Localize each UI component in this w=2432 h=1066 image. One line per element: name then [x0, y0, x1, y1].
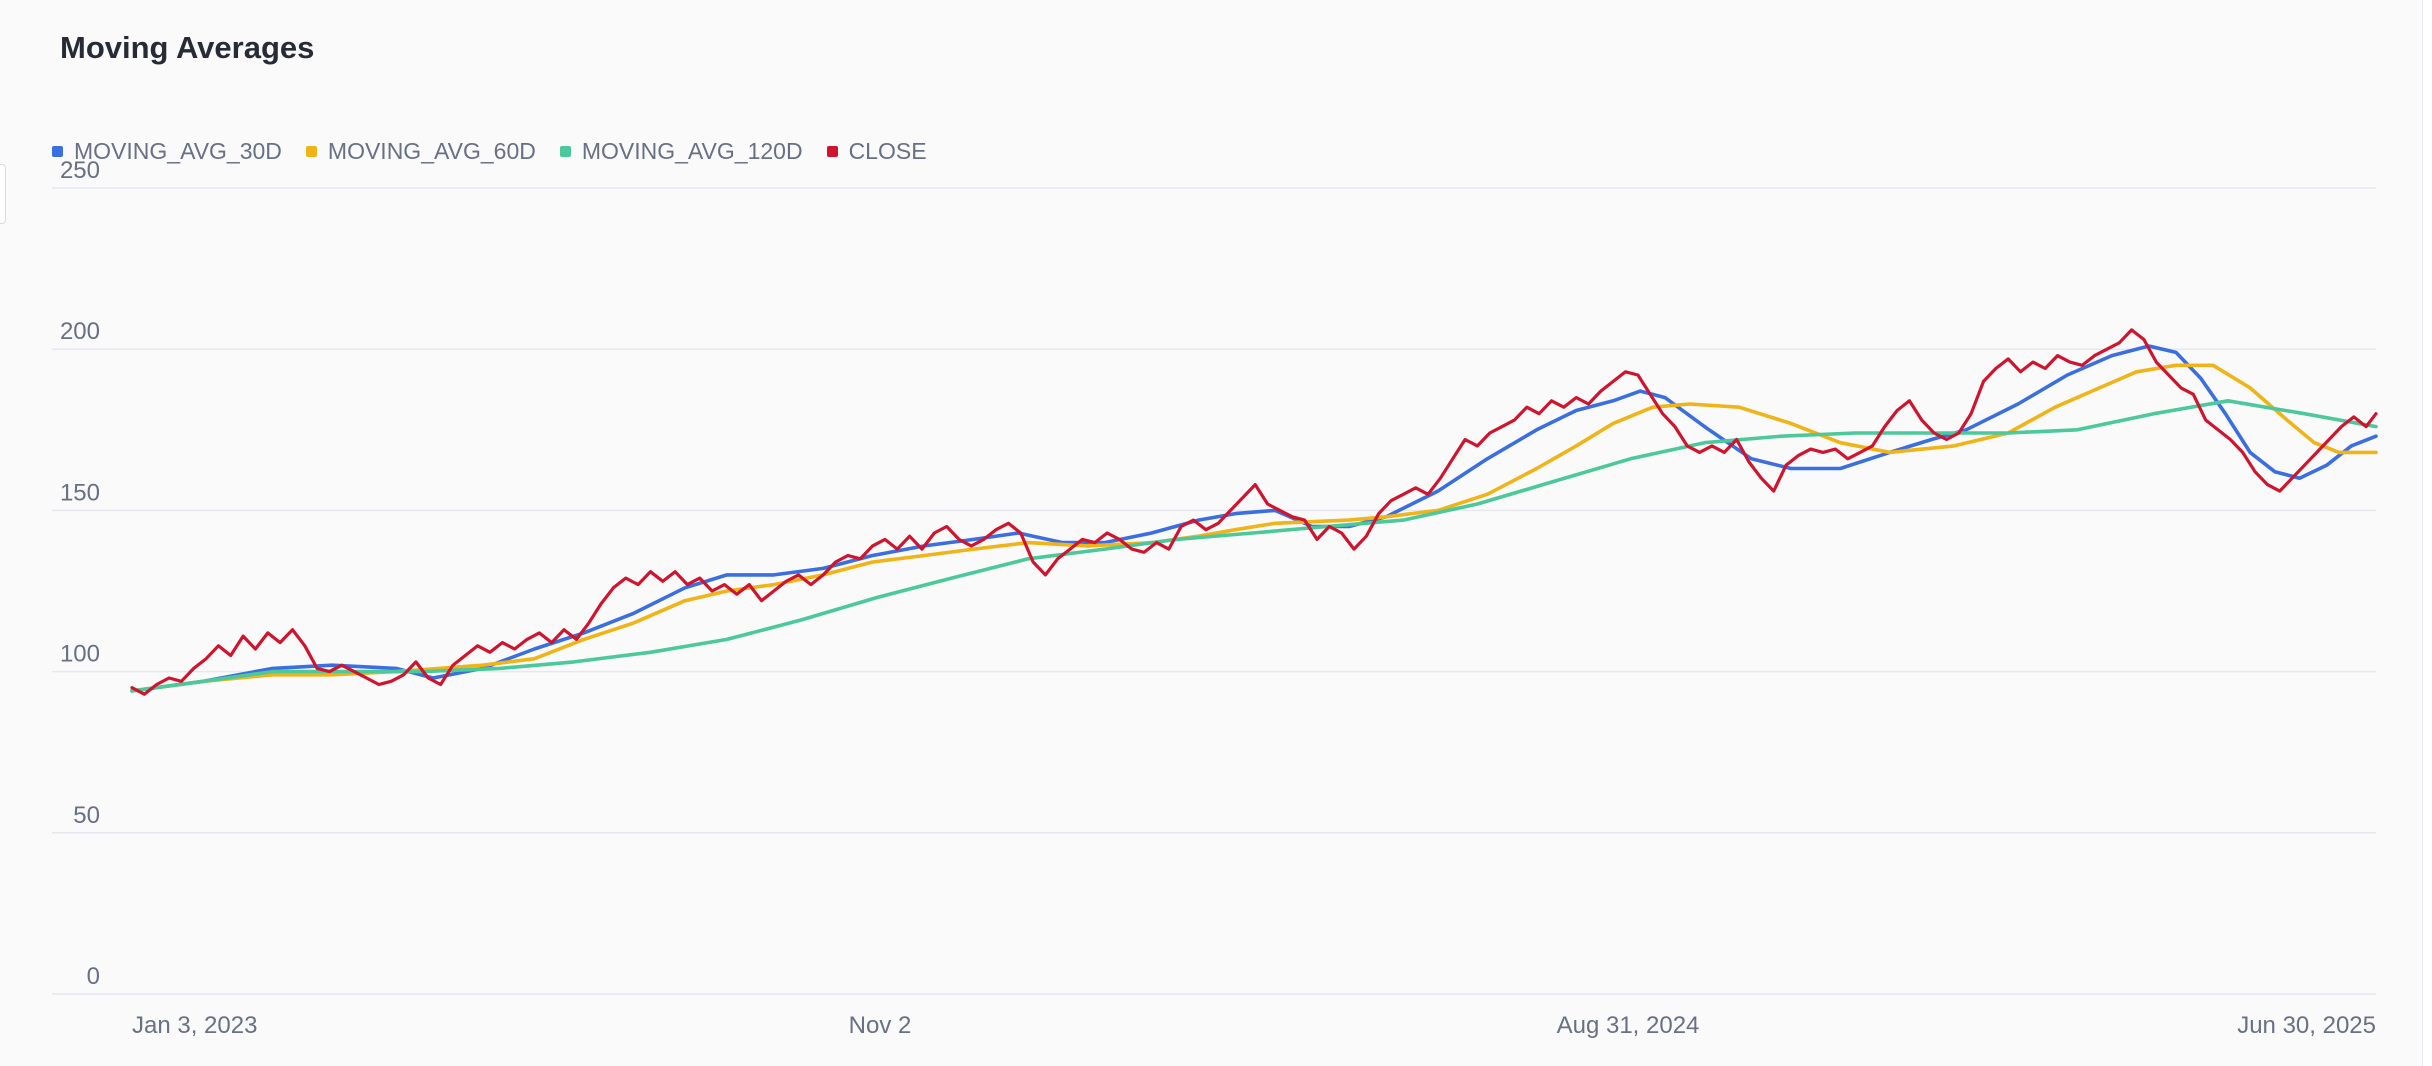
x-tick-label: Jan 3, 2023	[132, 1012, 257, 1039]
legend-label: MOVING_AVG_30D	[74, 138, 282, 164]
y-tick-label: 250	[60, 157, 100, 184]
y-tick-label: 150	[60, 479, 100, 506]
y-tick-label: 0	[87, 963, 100, 990]
x-tick-label: Jun 30, 2025	[2237, 1012, 2376, 1039]
y-tick-label: 50	[73, 802, 100, 829]
series-lines	[130, 328, 2378, 696]
legend-label: MOVING_AVG_60D	[327, 138, 536, 164]
series-line-moving-avg-120d[interactable]	[130, 399, 2378, 693]
legend-swatch	[305, 146, 317, 157]
legend-label: MOVING_AVG_120D	[581, 138, 803, 164]
series-line-close[interactable]	[130, 328, 2378, 696]
x-tick-label: Nov 2	[849, 1012, 912, 1039]
panel-resize-handle[interactable]	[0, 164, 6, 224]
legend-item-moving-avg-60d[interactable]: MOVING_AVG_60D	[305, 138, 536, 165]
legend-swatch	[559, 146, 571, 157]
legend-label: CLOSE	[848, 138, 927, 164]
y-axis: 0 50 100 150 200 250	[60, 157, 100, 990]
x-axis: Jan 3, 2023 Nov 2 Aug 31, 2024 Jun 30, 2025	[132, 1012, 2376, 1039]
legend-item-close[interactable]: CLOSE	[826, 138, 927, 165]
chart-legend: MOVING_AVG_30D MOVING_AVG_60D MOVING_AVG…	[52, 138, 951, 165]
legend-item-moving-avg-120d[interactable]: MOVING_AVG_120D	[559, 138, 803, 165]
series-line-moving-avg-60d[interactable]	[130, 363, 2378, 693]
y-tick-label: 200	[60, 318, 100, 345]
legend-item-moving-avg-30d[interactable]: MOVING_AVG_30D	[52, 138, 282, 165]
series-line-moving-avg-30d[interactable]	[130, 344, 2378, 693]
y-tick-label: 100	[60, 641, 100, 668]
legend-swatch	[52, 146, 63, 157]
x-tick-label: Aug 31, 2024	[1557, 1012, 1700, 1039]
chart-grid	[52, 187, 2376, 995]
legend-swatch	[826, 146, 838, 157]
chart-title: Moving Averages	[60, 30, 315, 65]
